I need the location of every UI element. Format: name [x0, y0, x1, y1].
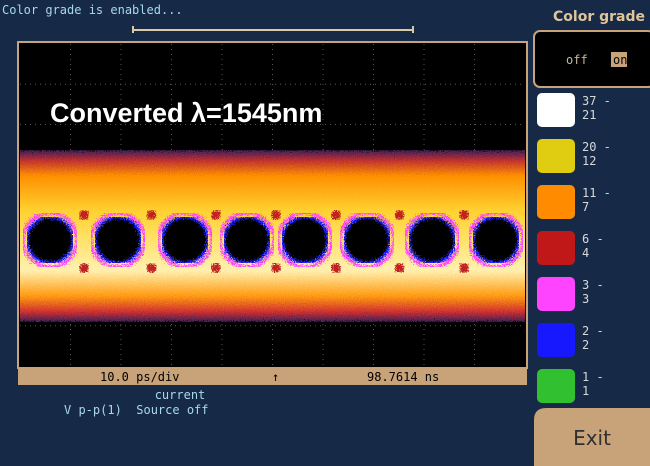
- crossover-spot: [271, 210, 281, 220]
- legend-range-low: 7: [582, 200, 589, 214]
- toggle[interactable]: [534, 31, 650, 87]
- legend-swatch: [537, 139, 575, 173]
- eye-core: [32, 221, 68, 259]
- eye-diagram: [10, 150, 540, 322]
- crossover-spot: [459, 210, 469, 220]
- crossover-spot: [147, 263, 157, 273]
- legend-range-low: 2: [582, 338, 589, 352]
- legend-range-high: 37 -: [582, 94, 611, 108]
- toggle-on[interactable]: on: [613, 53, 627, 67]
- eye-core: [100, 221, 136, 259]
- legend-range-high: 3 -: [582, 278, 604, 292]
- crossover-spot: [459, 263, 469, 273]
- legend-range-high: 20 -: [582, 140, 611, 154]
- legend-range-low: 12: [582, 154, 596, 168]
- legend-range-high: 1 -: [582, 370, 604, 384]
- legend-range-high: 11 -: [582, 186, 611, 200]
- legend-swatch: [537, 323, 575, 357]
- crossover-spot: [271, 263, 281, 273]
- crossover-spot: [395, 263, 405, 273]
- panel-title: Color grade: [553, 9, 645, 25]
- crossover-spot: [211, 263, 221, 273]
- eye-core: [167, 221, 203, 259]
- readout-label: current: [155, 388, 206, 402]
- eye-core: [414, 221, 450, 259]
- legend-range-high: 6 -: [582, 232, 604, 246]
- legend-range-high: 2 -: [582, 324, 604, 338]
- eye-core: [478, 221, 514, 259]
- crossover-spot: [147, 210, 157, 220]
- eye-core: [229, 221, 265, 259]
- legend: 37 -21 20 -12 11 -7 6 -4 3 -3 2 -2 1 -1: [537, 93, 611, 403]
- legend-swatch: [537, 93, 575, 127]
- crossover-spot: [79, 210, 89, 220]
- toggle-off[interactable]: off: [566, 53, 588, 67]
- oscilloscope-ui: Color grade is enabled... Converted λ=15…: [0, 0, 650, 466]
- eye-core: [287, 221, 323, 259]
- timebase: 10.0 ps/div: [100, 370, 179, 384]
- legend-swatch: [537, 369, 575, 403]
- marker: ↑: [272, 370, 279, 384]
- legend-range-low: 21: [582, 108, 596, 122]
- exit-label[interactable]: Exit: [573, 426, 611, 450]
- crossover-spot: [211, 210, 221, 220]
- readout-line: V p-p(1) Source off: [64, 403, 209, 417]
- legend-swatch: [537, 277, 575, 311]
- annotation: Converted λ=1545nm: [50, 98, 322, 128]
- status-text: Color grade is enabled...: [2, 3, 183, 17]
- legend-swatch: [537, 231, 575, 265]
- crossover-spot: [79, 263, 89, 273]
- crossover-spot: [331, 263, 341, 273]
- legend-swatch: [537, 185, 575, 219]
- legend-range-low: 3: [582, 292, 589, 306]
- position: 98.7614 ns: [367, 370, 439, 384]
- legend-range-low: 1: [582, 384, 589, 398]
- eye-core: [349, 221, 385, 259]
- crossover-spot: [331, 210, 341, 220]
- legend-range-low: 4: [582, 246, 589, 260]
- crossover-spot: [395, 210, 405, 220]
